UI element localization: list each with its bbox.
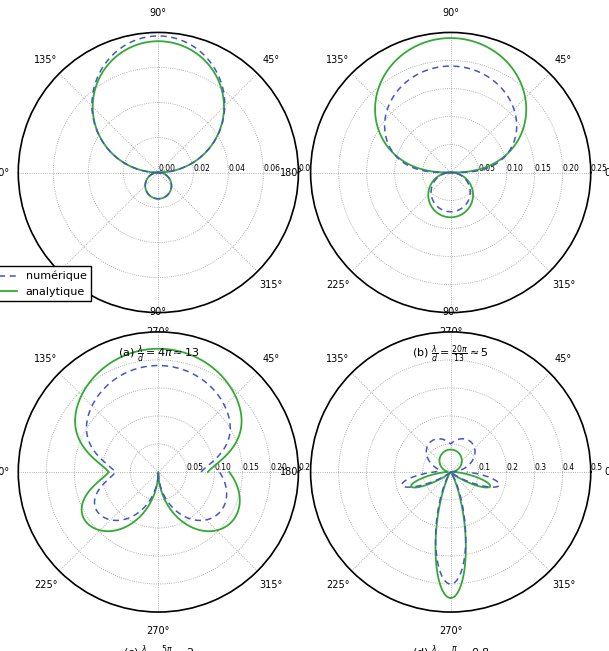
- Legend: numérique, analytique: numérique, analytique: [0, 266, 91, 301]
- Text: (d) $\frac{\lambda}{d} = \frac{\pi}{4} \approx 0{,}8$: (d) $\frac{\lambda}{d} = \frac{\pi}{4} \…: [412, 643, 490, 651]
- Text: (c) $\frac{\lambda}{d} = \frac{5\pi}{9} \approx 2$: (c) $\frac{\lambda}{d} = \frac{5\pi}{9} …: [123, 643, 194, 651]
- Text: (a) $\frac{\lambda}{d} = 4\pi \approx 13$: (a) $\frac{\lambda}{d} = 4\pi \approx 13…: [118, 344, 199, 365]
- Text: (b) $\frac{\lambda}{d} = \frac{20\pi}{13} \approx 5$: (b) $\frac{\lambda}{d} = \frac{20\pi}{13…: [412, 344, 489, 365]
